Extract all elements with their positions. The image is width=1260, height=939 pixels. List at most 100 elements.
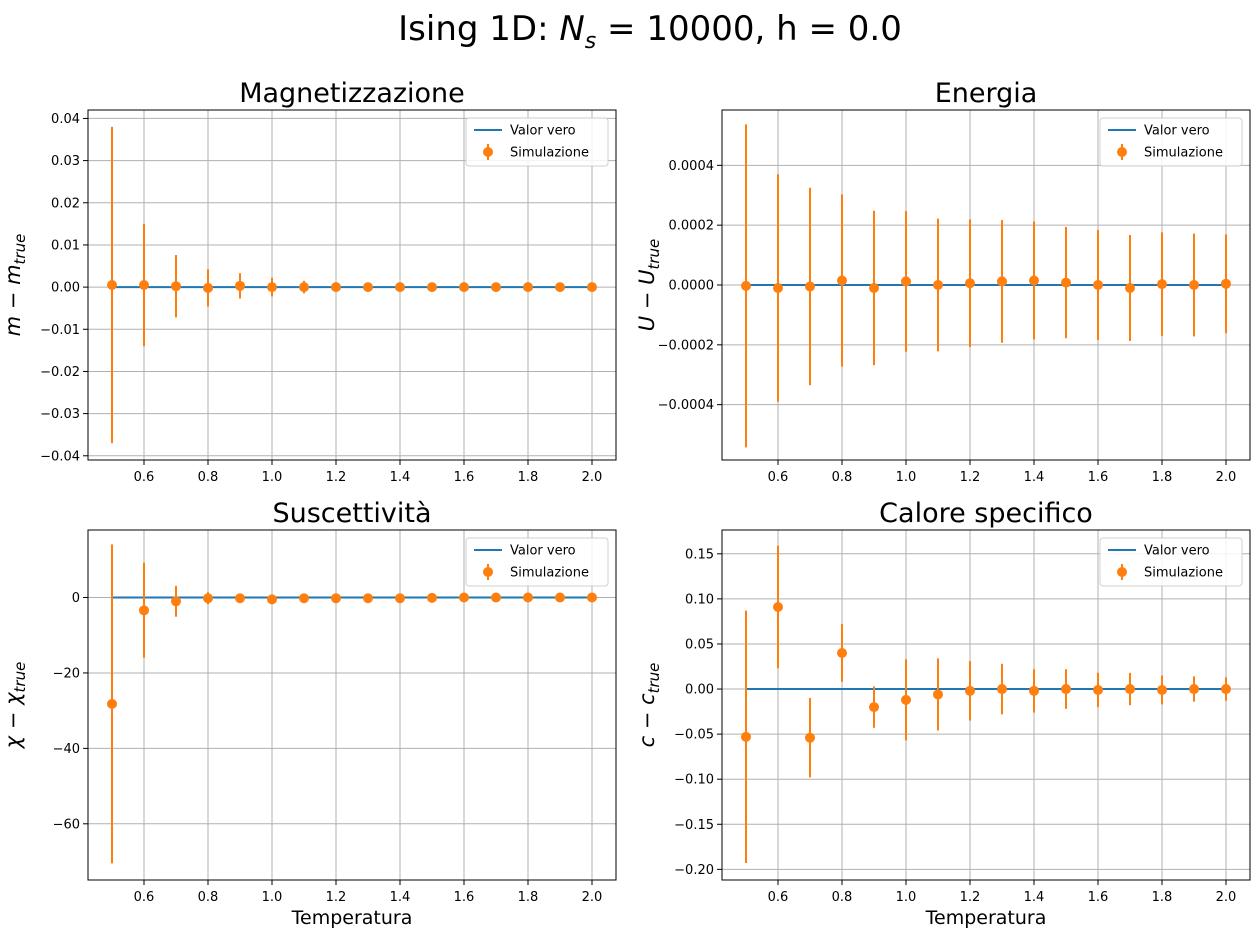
data-point: [491, 592, 501, 603]
y-tick-label: −0.01: [40, 323, 80, 338]
data-point: [139, 280, 149, 290]
x-tick-label: 0.8: [832, 890, 853, 905]
y-tick-label: 0.05: [685, 637, 714, 652]
x-tick-label: 1.2: [960, 470, 981, 485]
data-point: [139, 605, 149, 616]
data-point: [869, 282, 879, 293]
data-point: [267, 282, 277, 293]
x-tick-label: 1.8: [1152, 890, 1173, 905]
legend-label-valor-vero: Valor vero: [510, 124, 576, 139]
figure-title: Ising 1D: Ns = 10000, h = 0.0: [398, 9, 902, 54]
x-tick-label: 1.0: [896, 470, 917, 485]
legend-label-simulazione: Simulazione: [510, 146, 589, 161]
data-point: [1189, 280, 1199, 290]
data-point: [555, 282, 565, 293]
data-point: [741, 280, 751, 291]
data-point: [235, 593, 245, 604]
data-point: [1221, 684, 1231, 695]
data-point: [235, 280, 245, 291]
x-tick-label: 0.6: [768, 470, 789, 485]
x-tick-label: 1.2: [960, 890, 981, 905]
y-tick-label: −0.05: [674, 728, 714, 743]
x-axis-label: Temperatura: [925, 907, 1047, 929]
legend: Valor vero Simulazione: [465, 537, 609, 587]
data-point: [171, 596, 181, 607]
data-point: [1221, 278, 1231, 289]
data-point: [587, 592, 597, 603]
y-tick-label: 0.00: [51, 281, 80, 296]
x-tick-label: 1.2: [326, 470, 347, 485]
x-tick-label: 0.8: [198, 890, 219, 905]
data-point: [869, 702, 879, 713]
calore-specifico-title: Calore specifico: [879, 498, 1093, 529]
data-point: [267, 594, 277, 605]
y-tick-label: 0.0004: [669, 159, 715, 174]
y-axis-label: χ − χtrue: [1, 662, 29, 750]
legend: Valor vero Simulazione: [1099, 537, 1243, 587]
x-tick-label: 1.4: [1024, 470, 1045, 485]
y-tick-label: −0.20: [674, 863, 714, 878]
energia-title: Energia: [935, 78, 1038, 109]
data-point: [107, 698, 117, 709]
legend-label-valor-vero: Valor vero: [510, 544, 576, 559]
data-point: [901, 694, 911, 705]
x-tick-label: 1.0: [262, 470, 283, 485]
data-point: [203, 282, 213, 293]
x-tick-label: 0.6: [134, 890, 155, 905]
y-tick-label: 0.10: [685, 592, 714, 607]
axes-frame: [721, 529, 1251, 881]
panel-energia: Energia 0.6 0.8 1.0 1.2 1.4 1.6 1.8 2.0 0.0004 0.0…: [635, 78, 1251, 485]
x-tick-label: 1.4: [390, 890, 411, 905]
x-tick-label: 2.0: [582, 890, 603, 905]
data-point: [997, 684, 1007, 695]
data-point: [773, 601, 783, 612]
y-tick-label: 0.01: [51, 238, 80, 253]
data-point: [203, 593, 213, 604]
data-point: [1125, 282, 1135, 293]
legend: Valor vero Simulazione: [465, 117, 609, 167]
x-tick-label: 2.0: [582, 470, 603, 485]
y-tick-label: 0.15: [685, 547, 714, 562]
data-point: [587, 282, 597, 293]
data-point: [965, 278, 975, 289]
data-point: [997, 276, 1007, 287]
data-point: [1029, 275, 1039, 286]
suscettivita-title: Suscettività: [272, 498, 431, 529]
x-tick-label: 2.0: [1216, 470, 1237, 485]
data-point: [837, 647, 847, 658]
x-tick-label: 1.8: [518, 890, 539, 905]
data-point: [1093, 684, 1103, 695]
data-point: [837, 275, 847, 286]
panel-calore-specifico: Calore specifico 0.6 0.8 1.0 1.2 1.4 1.6 1.8 2.0…: [635, 498, 1251, 929]
data-point: [1093, 280, 1103, 290]
data-point: [1189, 684, 1199, 695]
legend-label-simulazione: Simulazione: [510, 566, 589, 581]
data-point: [805, 281, 815, 292]
y-axis-label: c − ctrue: [635, 663, 663, 748]
x-tick-label: 2.0: [1216, 890, 1237, 905]
data-point: [773, 282, 783, 293]
data-point: [331, 593, 341, 604]
y-tick-label: −0.02: [40, 365, 80, 380]
data-point: [491, 282, 501, 293]
x-tick-label: 1.6: [1088, 470, 1109, 485]
x-axis-label: Temperatura: [291, 907, 413, 929]
legend-point-swatch: [483, 147, 493, 157]
x-tick-label: 1.8: [1152, 470, 1173, 485]
data-point: [299, 282, 309, 293]
legend-point-swatch: [483, 567, 493, 577]
x-tick-label: 1.0: [262, 890, 283, 905]
data-point: [523, 592, 533, 603]
legend-point-swatch: [1117, 147, 1127, 157]
data-point: [1157, 279, 1167, 290]
data-point: [363, 593, 373, 604]
axes-frame: [721, 109, 1251, 461]
data-point: [171, 281, 181, 292]
x-tick-label: 1.4: [1024, 890, 1045, 905]
x-tick-label: 0.8: [832, 470, 853, 485]
y-tick-label: 0.04: [51, 112, 80, 127]
x-tick-label: 0.6: [768, 890, 789, 905]
y-tick-label: −40: [53, 742, 80, 757]
data-point: [965, 685, 975, 696]
